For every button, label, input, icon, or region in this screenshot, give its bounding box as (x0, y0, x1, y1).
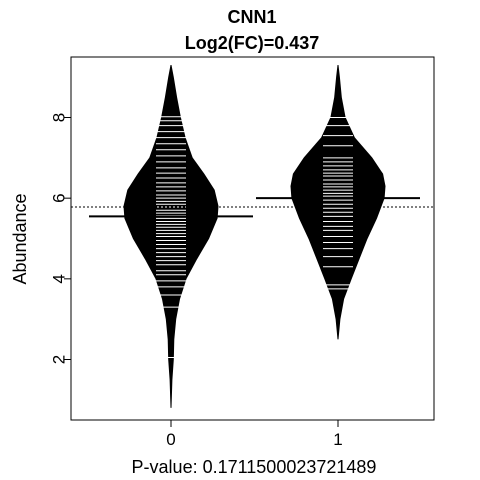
x-tick-label: 0 (166, 430, 175, 449)
y-axis-label: Abundance (10, 193, 30, 284)
bean-shape-1 (290, 65, 386, 340)
x-axis-label: P-value: 0.1711500023721489 (132, 457, 377, 477)
y-tick-label: 4 (50, 274, 69, 283)
y-tick-label: 6 (50, 193, 69, 202)
plot-frame (70, 56, 435, 421)
group-means-layer (71, 197, 434, 218)
chart-subtitle: Log2(FC)=0.437 (185, 33, 320, 53)
chart-title: CNN1 (227, 7, 276, 27)
x-tick-label: 1 (333, 430, 342, 449)
observation-lines-layer (156, 116, 353, 358)
y-tick-label: 2 (50, 355, 69, 364)
y-tick-label: 8 (50, 113, 69, 122)
axes-layer: 2 4 6 8 0 1 (50, 113, 343, 449)
